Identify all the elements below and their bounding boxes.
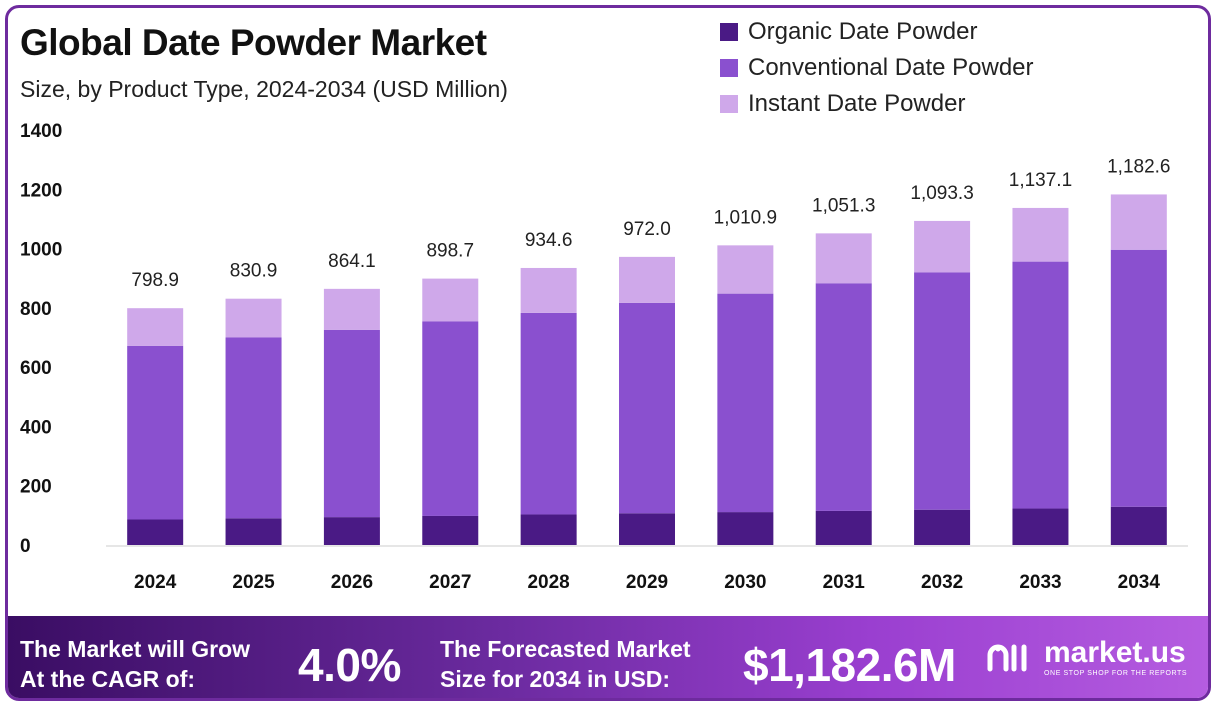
bar-segment-conventional-date-powder <box>619 302 675 514</box>
legend-swatch-instant <box>720 95 738 113</box>
x-tick-label: 2027 <box>429 572 471 593</box>
data-label: 934.6 <box>525 230 573 251</box>
chart-frame: Global Date Powder Market Size, by Produ… <box>5 5 1211 701</box>
data-label: 1,051.3 <box>812 195 875 216</box>
data-label: 972.0 <box>623 219 671 240</box>
cagr-label-line2: At the CAGR of: <box>20 666 196 692</box>
bar-segment-organic-date-powder <box>225 518 282 545</box>
bar-segment-conventional-date-powder <box>520 312 577 515</box>
legend-label-instant: Instant Date Powder <box>748 90 966 117</box>
bar-segment-conventional-date-powder <box>1110 249 1167 507</box>
x-tick-label: 2032 <box>921 572 963 593</box>
x-tick-label: 2026 <box>331 572 373 593</box>
bar-segment-organic-date-powder <box>717 512 774 545</box>
bar-segment-conventional-date-powder <box>914 272 971 510</box>
legend-label-organic: Organic Date Powder <box>748 18 978 45</box>
bar-segment-instant-date-powder <box>815 233 872 284</box>
bar-segment-organic-date-powder <box>815 510 872 545</box>
bar-segment-instant-date-powder <box>1110 194 1167 250</box>
y-tick-label: 800 <box>20 299 52 320</box>
data-label: 898.7 <box>426 241 474 262</box>
data-label: 864.1 <box>328 251 376 272</box>
bar-segment-organic-date-powder <box>127 519 184 545</box>
bar-segment-conventional-date-powder <box>1012 261 1069 509</box>
bar-segment-organic-date-powder <box>619 513 675 545</box>
chart-subtitle: Size, by Product Type, 2024-2034 (USD Mi… <box>20 76 508 102</box>
bar-segment-organic-date-powder <box>323 517 380 545</box>
x-tick-label: 2033 <box>1019 572 1061 593</box>
legend-swatch-organic <box>720 23 738 41</box>
y-tick-label: 0 <box>20 536 31 557</box>
cagr-label-line1: The Market will Grow <box>20 636 251 662</box>
bar-segment-instant-date-powder <box>323 288 380 330</box>
brand-tagline: ONE STOP SHOP FOR THE REPORTS <box>1044 670 1188 677</box>
footer-banner: The Market will Grow At the CAGR of: 4.0… <box>8 616 1208 698</box>
legend: Organic Date Powder Conventional Date Po… <box>720 14 1034 122</box>
data-label: 798.9 <box>131 270 179 291</box>
bar-segment-instant-date-powder <box>914 220 971 273</box>
x-tick-label: 2030 <box>724 572 766 593</box>
forecast-value: $1,182.6M <box>743 639 956 691</box>
legend-swatch-conventional <box>720 59 738 77</box>
bar-segment-instant-date-powder <box>127 308 184 346</box>
bar-segment-organic-date-powder <box>1110 506 1167 545</box>
brand-logo-icon <box>987 644 1027 671</box>
x-tick-label: 2031 <box>823 572 866 593</box>
cagr-label: The Market will Grow At the CAGR of: <box>20 634 250 694</box>
bar-chart: 0 200 400 600 800 1000 1200 1400 798.9 2024 830.9 2… <box>20 121 1188 593</box>
legend-item-organic: Organic Date Powder <box>720 14 1034 50</box>
bar-segment-organic-date-powder <box>914 509 971 545</box>
data-label: 1,010.9 <box>714 207 777 228</box>
bar-segment-conventional-date-powder <box>422 321 479 516</box>
brand-text: market.us ONE STOP SHOP FOR THE REPORTS <box>1044 636 1188 678</box>
data-label: 830.9 <box>230 261 278 282</box>
bar-segment-organic-date-powder <box>520 514 577 545</box>
brand-name: market.us <box>1044 636 1186 669</box>
bar-segment-instant-date-powder <box>520 267 577 313</box>
legend-item-instant: Instant Date Powder <box>720 86 1034 122</box>
bar-segment-organic-date-powder <box>1012 508 1069 545</box>
x-tick-label: 2029 <box>626 572 668 593</box>
bar-segment-conventional-date-powder <box>127 345 184 520</box>
bar-segment-conventional-date-powder <box>225 337 282 519</box>
data-label: 1,182.6 <box>1107 156 1170 177</box>
forecast-label: The Forecasted Market Size for 2034 in U… <box>440 634 691 694</box>
legend-item-conventional: Conventional Date Powder <box>720 50 1034 86</box>
x-tick-label: 2028 <box>527 572 569 593</box>
y-tick-label: 400 <box>20 417 52 438</box>
bar-segment-instant-date-powder <box>717 245 774 294</box>
bar-segment-instant-date-powder <box>422 278 479 322</box>
forecast-label-line1: The Forecasted Market <box>440 636 691 662</box>
bar-segment-instant-date-powder <box>619 256 675 303</box>
y-tick-label: 600 <box>20 358 52 379</box>
bar-segment-conventional-date-powder <box>717 293 774 513</box>
x-tick-label: 2024 <box>134 572 177 593</box>
bar-segment-conventional-date-powder <box>323 329 380 518</box>
data-label: 1,093.3 <box>910 183 973 204</box>
y-tick-label: 1000 <box>20 240 62 261</box>
y-tick-label: 1200 <box>20 180 62 201</box>
y-tick-label: 1400 <box>20 121 62 142</box>
y-tick-label: 200 <box>20 477 52 498</box>
cagr-value: 4.0% <box>298 639 401 691</box>
x-tick-label: 2025 <box>232 572 275 593</box>
forecast-label-line2: Size for 2034 in USD: <box>440 666 671 692</box>
legend-label-conventional: Conventional Date Powder <box>748 54 1034 81</box>
bar-segment-conventional-date-powder <box>815 283 872 511</box>
bar-segment-instant-date-powder <box>1012 207 1069 262</box>
bar-segment-instant-date-powder <box>225 298 282 338</box>
brand-logo: market.us ONE STOP SHOP FOR THE REPORTS <box>986 638 1187 677</box>
chart-title: Global Date Powder Market <box>20 22 487 63</box>
data-label: 1,137.1 <box>1009 170 1072 191</box>
bar-segment-organic-date-powder <box>422 515 479 545</box>
x-tick-label: 2034 <box>1118 572 1161 593</box>
